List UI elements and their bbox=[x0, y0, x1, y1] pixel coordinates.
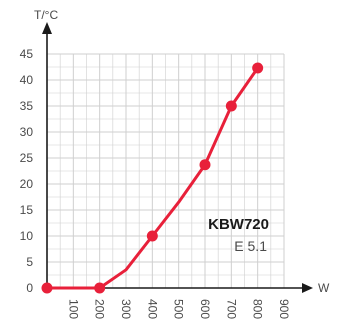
x-tick-label: 400 bbox=[145, 299, 159, 319]
x-tick-label: 900 bbox=[277, 299, 291, 319]
y-tick-label: 15 bbox=[20, 203, 34, 217]
x-tick-label: 200 bbox=[93, 299, 107, 319]
x-tick-label: 800 bbox=[251, 299, 265, 319]
x-tick-labels: 100 200 300 400 500 600 700 800 900 bbox=[66, 299, 291, 319]
model-code-annotation: E 5.1 bbox=[234, 238, 267, 254]
data-point bbox=[252, 62, 264, 74]
data-point bbox=[225, 100, 237, 112]
y-axis-arrow bbox=[42, 22, 52, 34]
y-tick-label: 10 bbox=[20, 229, 34, 243]
y-tick-label: 40 bbox=[20, 73, 34, 87]
data-point bbox=[41, 282, 53, 294]
x-axis-arrow bbox=[302, 283, 313, 293]
model-name-annotation: KBW720 bbox=[208, 216, 269, 233]
y-tick-label: 5 bbox=[26, 255, 33, 269]
data-point bbox=[146, 230, 158, 242]
x-tick-label: 500 bbox=[172, 299, 186, 319]
y-tick-labels: 0 5 10 15 20 25 30 35 40 45 bbox=[20, 47, 34, 295]
y-tick-label: 20 bbox=[20, 177, 34, 191]
x-tick-label: 100 bbox=[66, 299, 80, 319]
data-point bbox=[199, 159, 211, 171]
x-tick-label: 600 bbox=[198, 299, 212, 319]
y-tick-label: 30 bbox=[20, 125, 34, 139]
data-point bbox=[94, 282, 106, 294]
chart-grid bbox=[47, 53, 285, 288]
x-axis-label: W bbox=[318, 281, 330, 295]
y-tick-label: 35 bbox=[20, 99, 34, 113]
y-axis-label: T/°C bbox=[34, 8, 58, 22]
y-tick-label: 25 bbox=[20, 151, 34, 165]
y-tick-label: 45 bbox=[20, 47, 34, 61]
data-series bbox=[41, 62, 264, 294]
x-tick-label: 300 bbox=[119, 299, 133, 319]
y-tick-label: 0 bbox=[26, 281, 33, 295]
x-tick-label: 700 bbox=[224, 299, 238, 319]
